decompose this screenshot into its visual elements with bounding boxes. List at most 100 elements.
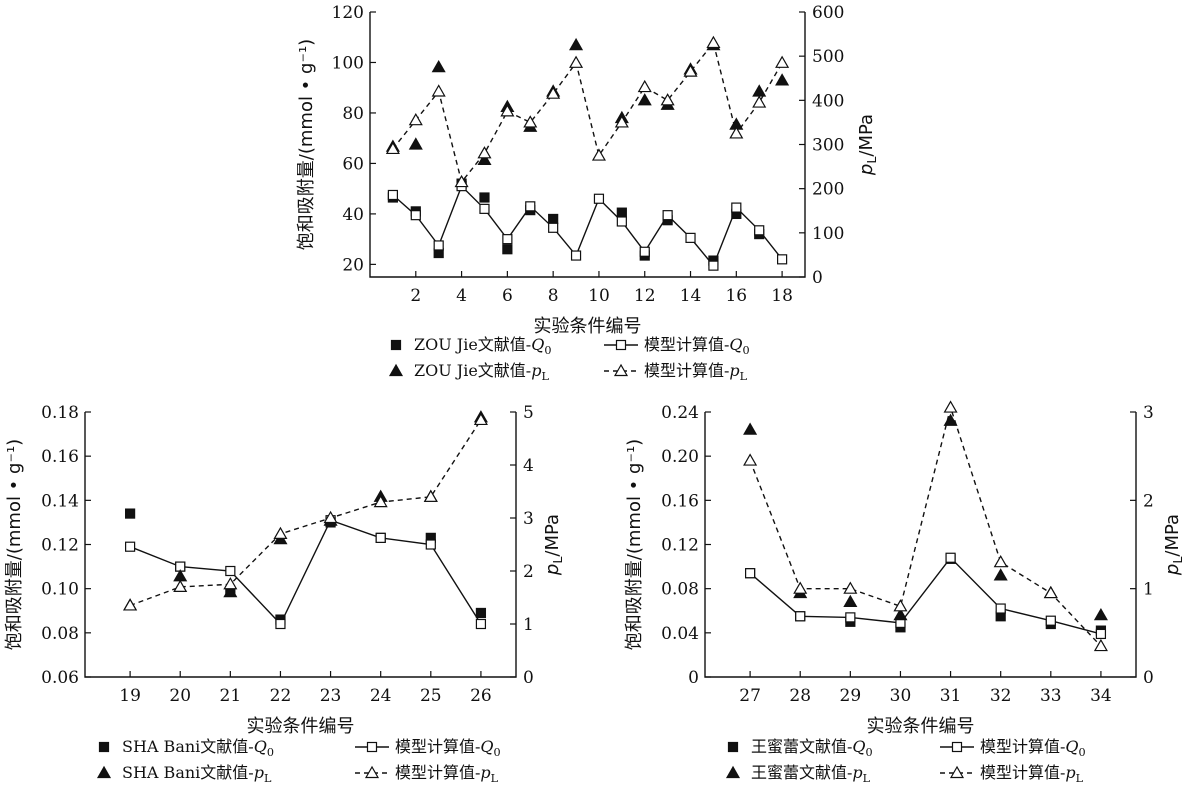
data-point — [616, 216, 627, 227]
y-left-tick-label: 80 — [342, 104, 364, 124]
legend-label: 模型计算值-Q0 — [980, 737, 1086, 759]
data-point — [477, 152, 492, 166]
legend-marker — [613, 363, 629, 377]
data-point — [408, 112, 423, 126]
data-point — [1043, 585, 1058, 599]
legend-label: 模型计算值-Q0 — [395, 737, 501, 759]
data-point — [708, 260, 719, 271]
y-right-tick-label: 0 — [1143, 668, 1154, 688]
data-point — [945, 552, 956, 563]
data-point — [502, 234, 513, 245]
series-4 — [743, 400, 1108, 652]
chart-panel-1: 20 40 60 80 100 120 0 100 200 300 400 500 600 2 4 6 8 10 1… — [296, 3, 879, 383]
y-right-axis-label: pL/MPa — [1162, 514, 1185, 576]
data-point — [502, 244, 513, 255]
y-left-tick-label: 0.12 — [661, 536, 699, 556]
x-tick-label: 27 — [739, 686, 761, 706]
data-point — [548, 222, 559, 233]
data-point — [637, 93, 652, 106]
axes-frame — [704, 412, 1137, 678]
y-right-tick-label: 3 — [1143, 403, 1154, 423]
x-axis-label: 实验条件编号 — [534, 316, 642, 337]
data-point — [639, 246, 650, 257]
data-point — [616, 207, 627, 218]
data-point — [479, 192, 490, 203]
data-point — [273, 526, 288, 540]
x-tick-label: 14 — [680, 286, 702, 306]
y-left-tick-label: 0.08 — [41, 624, 79, 644]
y-left-axis-label: 饱和吸附量/(mmol • g⁻¹) — [4, 439, 25, 650]
series-line — [129, 419, 482, 607]
x-tick-label: 12 — [634, 286, 656, 306]
y-left-tick-label: 0.06 — [41, 668, 79, 688]
data-point — [995, 603, 1006, 614]
legend-marker — [615, 339, 627, 351]
y-right-tick-label: 0 — [523, 668, 534, 688]
legend: ZOU Jie文献值-Q0 模型计算值-Q0 ZOU Jie文献值-pL 模型计算值-… — [388, 335, 750, 383]
x-tick-label: 32 — [990, 686, 1012, 706]
data-point — [795, 611, 806, 622]
data-point — [662, 210, 673, 221]
y-right-tick-label: 100 — [812, 224, 844, 244]
data-point — [752, 95, 767, 108]
legend-marker — [727, 741, 739, 753]
data-point — [993, 554, 1008, 568]
data-point — [706, 35, 721, 49]
data-point — [893, 607, 908, 621]
y-left-tick-label: 0.18 — [41, 403, 79, 423]
data-point — [431, 59, 446, 73]
y-right-tick-label: 3 — [523, 509, 534, 529]
x-tick-label: 6 — [502, 286, 513, 306]
data-point — [173, 579, 188, 593]
y-right-tick-label: 1 — [1143, 580, 1154, 600]
data-point — [275, 618, 286, 630]
data-point — [479, 203, 490, 214]
x-tick-label: 28 — [789, 686, 811, 706]
x-tick-label: 30 — [890, 686, 912, 706]
x-axis-label: 实验条件编号 — [247, 716, 355, 737]
data-point — [1093, 638, 1108, 652]
data-point — [525, 201, 536, 212]
y-left-tick-label: 120 — [332, 3, 364, 23]
data-point — [473, 412, 488, 426]
axes-frame — [369, 12, 806, 278]
data-point — [591, 148, 606, 161]
data-point — [943, 400, 958, 413]
data-point — [743, 422, 758, 435]
data-point — [569, 37, 584, 51]
series-line — [749, 405, 1102, 647]
data-point — [548, 213, 559, 225]
series-4 — [385, 35, 790, 188]
data-point — [223, 577, 238, 590]
legend-marker — [390, 339, 402, 351]
x-tick-label: 19 — [119, 686, 141, 706]
data-point — [408, 137, 423, 150]
legend-label: ZOU Jie文献值-Q0 — [414, 335, 551, 357]
x-tick-label: 34 — [1090, 686, 1112, 706]
data-point — [125, 508, 136, 519]
data-point — [777, 254, 788, 265]
y-left-tick-label: 20 — [342, 255, 364, 275]
data-point — [431, 84, 446, 97]
legend-marker — [96, 765, 112, 779]
data-point — [843, 581, 858, 594]
data-point — [387, 189, 398, 201]
x-tick-label: 24 — [370, 686, 392, 706]
x-tick-label: 26 — [470, 686, 492, 706]
x-tick-label: 29 — [840, 686, 862, 706]
y-left-tick-label: 0.12 — [41, 536, 79, 556]
data-point — [614, 115, 629, 128]
y-right-tick-label: 0 — [812, 268, 823, 288]
data-point — [743, 453, 758, 466]
data-point — [410, 210, 421, 221]
data-point — [752, 84, 767, 97]
data-point — [323, 510, 338, 524]
axes-frame — [84, 412, 517, 678]
data-point — [523, 115, 538, 128]
y-right-tick-label: 2 — [1143, 491, 1154, 511]
y-left-tick-label: 0.20 — [661, 447, 699, 467]
legend-label: 王蜜蕾文献值-Q0 — [751, 737, 873, 759]
